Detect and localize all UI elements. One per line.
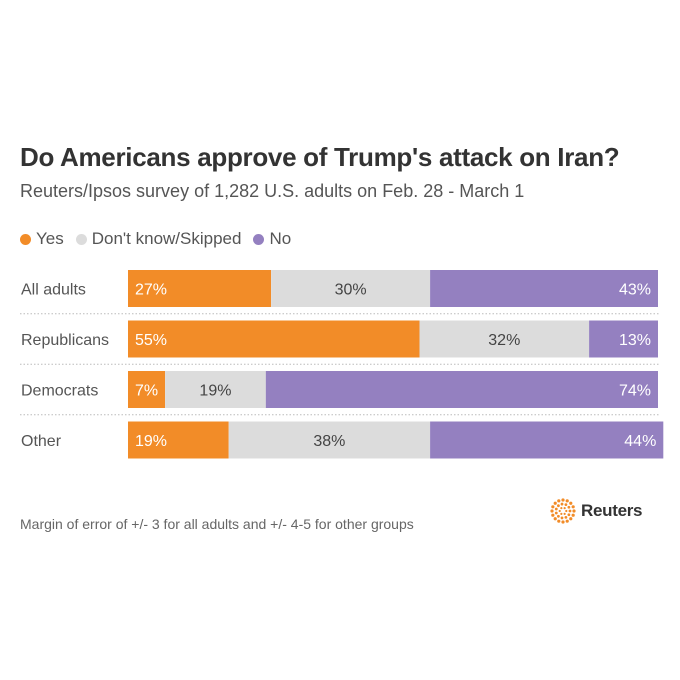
category-label: All adults [21,282,86,299]
bar-segment [128,421,229,459]
logo-dot [557,504,560,508]
bar-segment [430,421,664,459]
bar-segment [419,320,590,358]
data-label: 7% [135,383,158,400]
logo-dot [563,507,566,510]
data-label: 27% [135,282,167,299]
bar-segment [128,320,420,358]
legend-dot-yes [20,233,31,245]
logo-dot [569,501,573,505]
legend-label-no: No [269,229,292,248]
legend-dot-dont-know [75,233,87,245]
bar-segment [228,421,431,459]
logo-dot [560,502,564,506]
data-label: 44% [624,433,656,450]
category-label: Other [21,433,62,450]
data-label: 19% [135,433,167,450]
data-label: 74% [619,383,651,400]
logo-dot [571,505,575,509]
logo-dot [567,505,571,509]
logo-dot [565,509,568,513]
logo-dot [568,509,572,513]
chart-subtitle: Reuters/Ipsos survey of 1,282 U.S. adult… [20,181,525,201]
logo-dot [557,519,561,523]
logo-dot [561,498,565,502]
chart-legend: Yes Don't know/Skipped No [20,229,303,249]
logo-dot [564,503,568,507]
chart-svg: All adults 27% 30% 43% Republicans 55% 32% 13% D… [20,270,664,459]
bar-segment [271,270,431,307]
logo-dot [564,515,568,519]
logo-dot [572,509,576,513]
logo-dot [565,519,569,523]
legend-dot-no [253,233,265,245]
data-label: 38% [313,433,345,450]
logo-dot [551,505,555,509]
logo-dot [557,514,560,518]
logo-dot [561,520,565,524]
reuters-logo: Reuters [550,498,643,524]
bar-segment [589,320,658,358]
category-label: Republicans [21,332,109,349]
logo-dot [554,511,558,515]
data-label: 32% [488,332,520,349]
footnote: Margin of error of +/- 3 for all adults … [20,516,414,532]
logo-dot [557,499,561,503]
data-label: 43% [619,282,651,299]
logo-dot [567,513,571,517]
logo-dot [551,513,555,517]
data-label: 13% [619,332,651,349]
logo-dot [550,509,554,513]
data-label: 55% [135,332,167,349]
legend-label-dont-know: Don't know/Skipped [91,229,242,248]
logo-dot [553,501,557,505]
logo-dot [571,513,575,517]
logo-dot [560,516,564,520]
category-label: Democrats [21,383,98,400]
bar-segment [165,371,266,408]
logo-dot [565,499,569,503]
stacked-bar-chart: All adults 27% 30% 43% Republicans 55% 32% 13% D… [0,268,680,468]
legend-item-dont-know: Don't know/Skipped [75,229,242,249]
reuters-logo-icon [550,498,576,524]
bar-segment [128,270,272,307]
logo-dot [554,507,558,511]
logo-dot [558,509,561,513]
data-label: 19% [199,383,231,400]
logo-dot [560,512,563,515]
data-label: 30% [335,282,367,299]
legend-item-no: No [253,229,291,249]
bar-segment [265,371,658,408]
logo-dot [560,507,563,510]
logo-text: Reuters [581,501,643,520]
logo-dot [553,517,557,521]
logo-dot [569,517,573,521]
legend-item-yes: Yes [20,229,64,249]
logo-dot [563,512,566,515]
bar-segment [128,371,166,408]
chart-title: Do Americans approve of Trump's attack o… [20,142,620,172]
bar-segment [430,270,658,307]
legend-label-yes: Yes [36,229,64,248]
